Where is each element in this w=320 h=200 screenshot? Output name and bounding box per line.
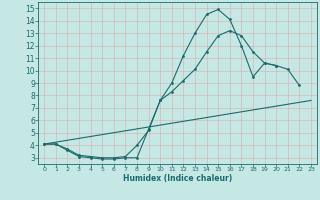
X-axis label: Humidex (Indice chaleur): Humidex (Indice chaleur) [123, 174, 232, 183]
